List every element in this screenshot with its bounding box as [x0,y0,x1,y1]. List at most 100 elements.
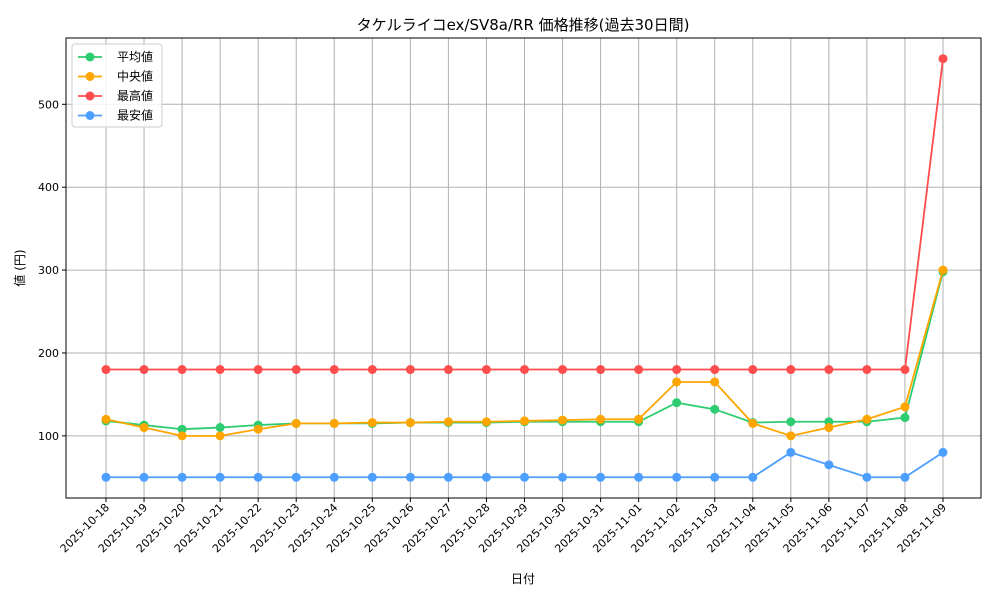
data-point [862,472,872,482]
data-point [443,365,453,375]
data-point [786,447,796,457]
data-point [329,418,339,428]
data-point [405,472,415,482]
data-point [672,398,682,408]
data-point [824,460,834,470]
data-point [101,414,111,424]
data-point [253,365,263,375]
data-point [520,472,529,482]
data-point [710,404,720,414]
data-point [139,472,149,482]
series-group [101,54,948,482]
data-point [481,417,491,427]
legend-marker [85,72,95,81]
legend-box [71,43,163,128]
data-point [710,472,720,482]
data-point [786,365,796,375]
data-point [824,365,834,375]
x-axis: 2025-10-182025-10-192025-10-202025-10-21… [58,498,949,555]
data-point [481,365,491,375]
legend-label: 最高値 [117,88,153,103]
data-point [405,418,415,428]
data-point [634,414,644,424]
data-point [520,365,529,375]
data-point [101,472,111,482]
data-point [215,423,225,433]
data-point [938,265,948,275]
data-point [405,365,415,375]
data-point [177,365,187,375]
x-axis-label: 日付 [511,572,535,586]
legend-marker [85,91,95,101]
data-point [672,365,682,375]
data-point [748,418,758,428]
data-point [215,431,225,441]
data-point [558,415,568,425]
data-point [520,416,529,426]
data-point [786,431,796,441]
data-point [900,402,910,412]
data-point [367,472,377,482]
plot-area [65,37,982,499]
data-point [786,417,796,427]
data-point [748,365,758,375]
data-point [558,472,568,482]
chart-title: タケルライコex/SV8a/RR 価格推移(過去30日間) [357,16,690,34]
data-point [862,414,872,424]
data-point [596,365,606,375]
series-1 [101,265,948,441]
data-point [329,365,339,375]
data-point [634,365,644,375]
data-point [710,377,720,387]
data-point [177,472,187,482]
y-tick-label: 200 [38,347,59,360]
data-point [177,424,187,434]
data-point [215,472,225,482]
data-point [367,365,377,375]
data-point [938,54,948,64]
data-point [748,472,758,482]
data-point [862,365,872,375]
legend-marker [85,111,95,120]
data-point [253,472,263,482]
series-3 [101,447,948,482]
data-point [443,472,453,482]
y-tick-label: 300 [38,264,59,277]
data-point [710,365,720,375]
data-point [177,431,187,441]
data-point [672,377,682,387]
data-point [596,472,606,482]
data-point [900,413,910,423]
data-point [329,472,339,482]
data-point [291,472,301,482]
y-tick-label: 400 [38,181,59,194]
data-point [481,472,491,482]
data-point [291,365,301,375]
y-tick-label: 100 [38,430,59,443]
data-point [824,423,834,433]
data-point [253,424,263,434]
legend-label: 平均値 [117,49,153,64]
legend-marker [85,52,95,62]
data-point [215,365,225,375]
data-point [443,417,453,427]
data-point [139,365,149,375]
legend-label: 最安値 [117,108,153,123]
data-point [900,472,910,482]
data-point [596,414,606,424]
data-point [139,423,149,433]
data-point [938,447,948,457]
data-point [291,418,301,428]
y-tick-label: 500 [38,98,59,111]
data-point [558,365,568,375]
y-axis-label: 値 (円) [12,249,27,286]
data-point [672,472,682,482]
y-axis: 100 200 300 400 500 [38,98,66,443]
legend-label: 中央値 [117,69,153,84]
data-point [634,472,644,482]
series-2 [101,54,948,375]
data-point [900,365,910,375]
data-point [101,365,111,375]
